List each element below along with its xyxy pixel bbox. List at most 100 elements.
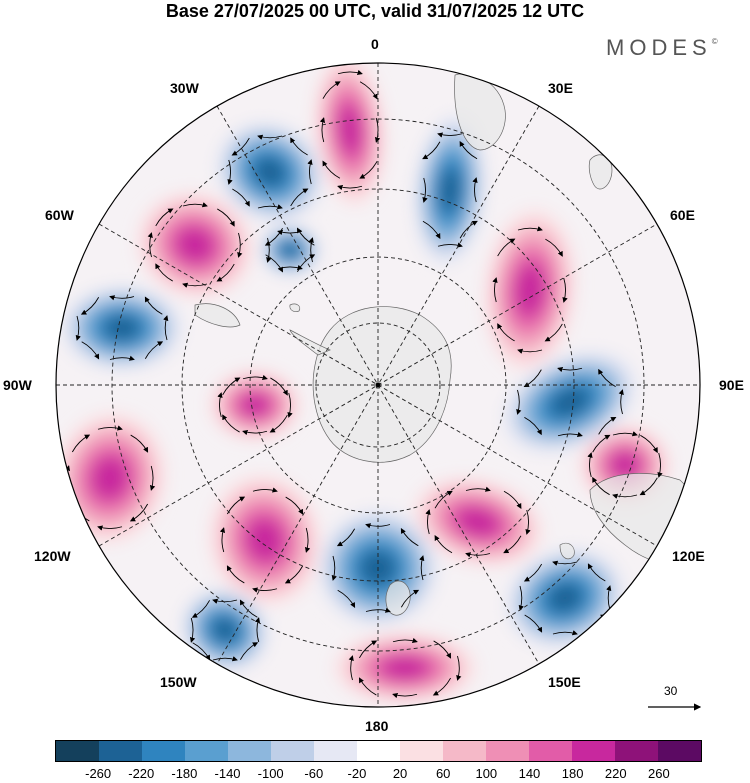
- wind-vector: [358, 640, 378, 659]
- wind-vector: [149, 465, 156, 491]
- anomaly-contour: [457, 507, 499, 537]
- wind-vector: [304, 527, 311, 553]
- chart-title: Base 27/07/2025 00 UTC, valid 31/07/2025…: [165, 1, 585, 21]
- wind-vector: [557, 431, 583, 438]
- anomaly-contour: [176, 228, 214, 262]
- wind-vector: [657, 452, 663, 478]
- colorbar-swatch: [529, 741, 572, 761]
- wind-vector: [518, 585, 524, 611]
- label-lon-120w: 120W: [34, 548, 71, 564]
- wind-vector: [290, 137, 308, 156]
- wind-vector: [422, 141, 441, 160]
- wind-vector: [639, 477, 658, 496]
- colorbar-tick-label: -220: [128, 766, 155, 781]
- colorbar-swatch: [228, 741, 271, 761]
- anomaly-contour: [92, 457, 128, 499]
- anomaly-contour: [439, 168, 461, 212]
- wind-vector: [331, 555, 337, 581]
- colorbar-tick-label: 60: [435, 766, 451, 781]
- wind-vector: [497, 323, 515, 342]
- wind-vectors: [64, 69, 663, 699]
- wind-vector: [598, 416, 617, 435]
- wind-vector: [231, 137, 250, 156]
- colorbar-swatch: [142, 741, 185, 761]
- tasmania: [559, 542, 575, 560]
- wind-vector: [192, 642, 211, 661]
- wind-vector: [465, 486, 491, 492]
- colorbar-swatch: [486, 741, 529, 761]
- wind-vector: [523, 563, 543, 582]
- colorbar-swatch: [56, 741, 99, 761]
- wind-vector: [257, 204, 283, 210]
- wind-vector: [544, 323, 563, 342]
- wind-vector: [523, 369, 542, 388]
- label-lon-150w: 150W: [160, 674, 197, 690]
- wind-vector: [322, 160, 341, 179]
- wind-vector: [503, 490, 522, 510]
- wind-vector: [163, 315, 169, 341]
- wind-vector: [227, 159, 233, 185]
- wind-vector: [337, 184, 363, 191]
- anomaly-contour: [610, 452, 640, 478]
- colorbar-tick-label: -100: [257, 766, 284, 781]
- wind-vector: [422, 177, 428, 203]
- antarctic-peninsula: [289, 329, 331, 356]
- wind-vector: [217, 392, 223, 418]
- wind-vector: [129, 503, 149, 522]
- wind-vector: [592, 434, 611, 453]
- south-georgia: [289, 303, 301, 312]
- wind-vector: [232, 188, 250, 207]
- wind-vector: [189, 617, 196, 643]
- anomaly-contour: [281, 242, 299, 258]
- antarctica: [312, 306, 452, 463]
- anomaly-contour: [240, 393, 270, 417]
- wind-vector: [359, 161, 378, 179]
- vector-scale-label: 30: [664, 684, 678, 698]
- colorbar-swatch: [572, 741, 615, 761]
- wind-vector: [319, 117, 326, 143]
- anomaly-contour: [550, 387, 590, 417]
- anomaly-contour: [212, 617, 238, 643]
- wind-vector: [266, 237, 272, 263]
- wind-vector: [437, 132, 463, 138]
- wind-vector: [222, 414, 240, 433]
- wind-vector: [284, 565, 304, 584]
- wind-vector: [212, 656, 238, 662]
- wind-vector: [97, 425, 123, 431]
- wind-vector: [400, 589, 420, 608]
- wind-vector: [612, 493, 638, 499]
- wind-vector: [337, 69, 363, 76]
- wind-vector: [545, 238, 563, 257]
- wind-vector: [265, 254, 284, 273]
- wind-vector: [80, 297, 100, 315]
- wind-vector: [226, 565, 245, 584]
- colorbar-tick-label: 180: [561, 766, 584, 781]
- label-lon-120e: 120E: [672, 548, 705, 564]
- wind-vector: [81, 341, 100, 360]
- map-border: [55, 62, 701, 708]
- wind-vector: [517, 348, 543, 354]
- wind-vector: [422, 220, 441, 240]
- wind-vector: [598, 368, 616, 388]
- wind-vector: [552, 630, 578, 636]
- wind-vector: [524, 614, 543, 633]
- wind-vector: [242, 429, 268, 436]
- wind-vector: [254, 617, 261, 643]
- wind-vector: [97, 525, 123, 531]
- wind-vector: [308, 237, 314, 263]
- wind-vector: [212, 598, 238, 604]
- colorbar-tick-label: -20: [347, 766, 367, 781]
- colorbar-swatch: [357, 741, 400, 761]
- colorbar-swatch: [99, 741, 142, 761]
- wind-vector: [144, 341, 164, 359]
- wind-vector: [242, 374, 268, 381]
- wind-vector: [296, 227, 315, 246]
- colorbar-tick-label: 140: [518, 766, 541, 781]
- wind-vector: [552, 560, 578, 566]
- colorbar-tick-label: -60: [304, 766, 324, 781]
- colorbar-swatch: [658, 741, 701, 761]
- wind-vector: [155, 263, 173, 282]
- anomaly-field: [56, 63, 670, 703]
- colorbar-tick-label: -260: [85, 766, 112, 781]
- wind-vector: [130, 434, 149, 453]
